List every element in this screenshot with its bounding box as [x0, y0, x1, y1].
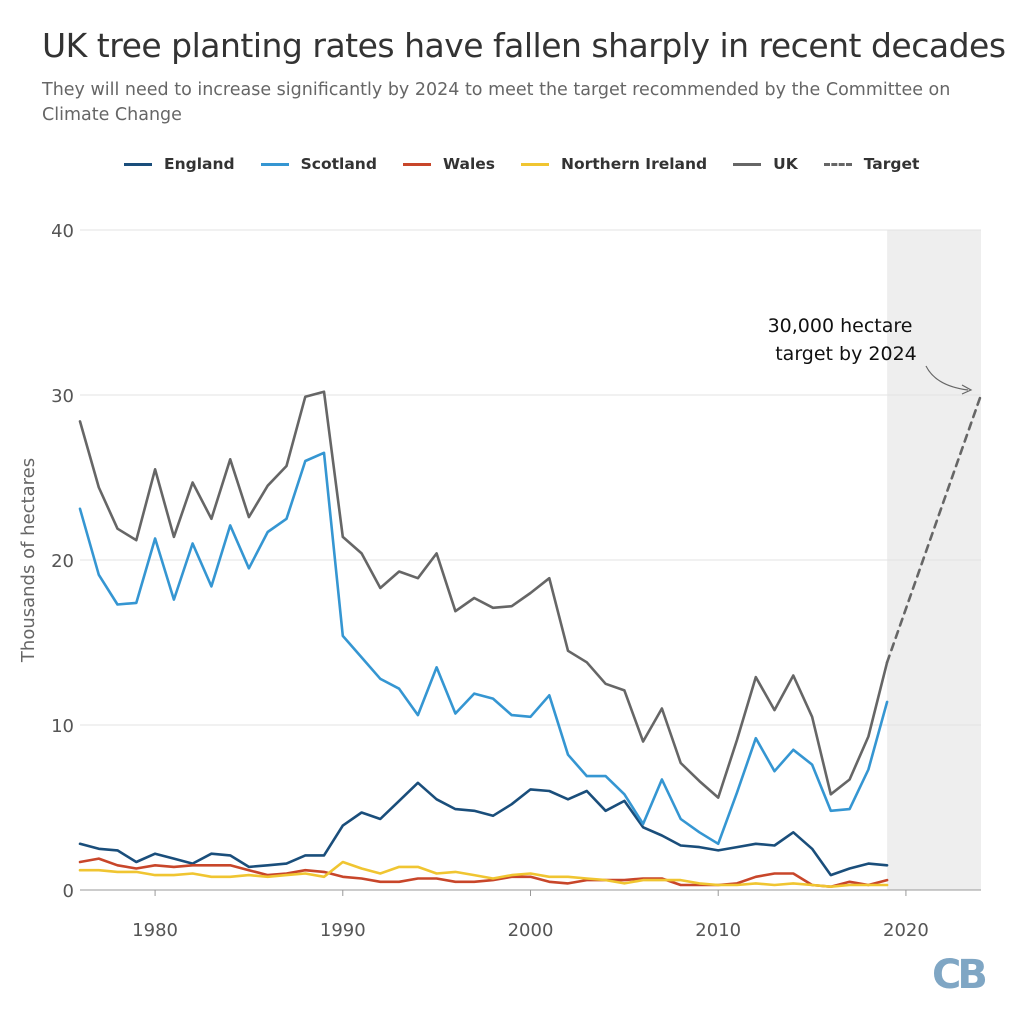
target-annotation-line-2: target by 2024 [775, 343, 917, 365]
legend-item-england: England [124, 155, 235, 173]
target-annotation-line-1: 30,000 hectare [768, 315, 913, 337]
legend-label-uk: UK [773, 155, 798, 173]
x-tick-label: 1980 [132, 920, 178, 941]
x-tick-label: 2000 [508, 920, 554, 941]
legend: England Scotland Wales Northern Ireland … [124, 155, 945, 173]
x-tick-label: 2020 [883, 920, 929, 941]
legend-label-target: Target [863, 155, 920, 173]
legend-label-northern-ireland: Northern Ireland [561, 155, 708, 173]
series-line-northern-ireland [78, 860, 889, 888]
legend-item-scotland: Scotland [260, 155, 377, 173]
legend-label-wales: Wales [442, 155, 495, 173]
legend-swatch-target [823, 162, 852, 166]
chart-subtitle: They will need to increase significantly… [42, 80, 951, 125]
legend-item-northern-ireland: Northern Ireland [521, 155, 707, 173]
y-axis-label: Thousands of hectares [18, 458, 39, 663]
legend-swatch-scotland [260, 162, 289, 166]
y-tick-label: 30 [51, 386, 74, 407]
y-tick-label: 40 [51, 221, 74, 242]
series-line-wales [78, 857, 889, 888]
annotation-arrowhead [961, 384, 973, 395]
series-line-uk [78, 390, 889, 799]
legend-item-wales: Wales [402, 155, 495, 173]
series-line-target [885, 393, 983, 664]
legend-item-uk: UK [733, 155, 798, 173]
series-line-england [78, 781, 889, 877]
legend-swatch-england [124, 162, 152, 166]
carbon-brief-logo: CB [932, 952, 988, 998]
legend-label-scotland: Scotland [300, 155, 377, 173]
legend-swatch-northern-ireland [521, 162, 549, 166]
x-tick-label: 2010 [695, 920, 741, 941]
legend-swatch-uk [733, 162, 762, 166]
annotation-arrow [925, 365, 969, 391]
legend-swatch-wales [402, 162, 431, 166]
legend-item-target: Target [823, 155, 920, 173]
y-tick-label: 20 [51, 551, 74, 572]
legend-label-england: England [164, 155, 235, 173]
y-tick-label: 10 [51, 716, 74, 737]
x-tick-label: 1990 [320, 920, 366, 941]
series-line-scotland [78, 451, 889, 846]
y-tick-label: 0 [63, 881, 74, 902]
chart-title: UK tree planting rates have fallen sharp… [42, 26, 1006, 65]
